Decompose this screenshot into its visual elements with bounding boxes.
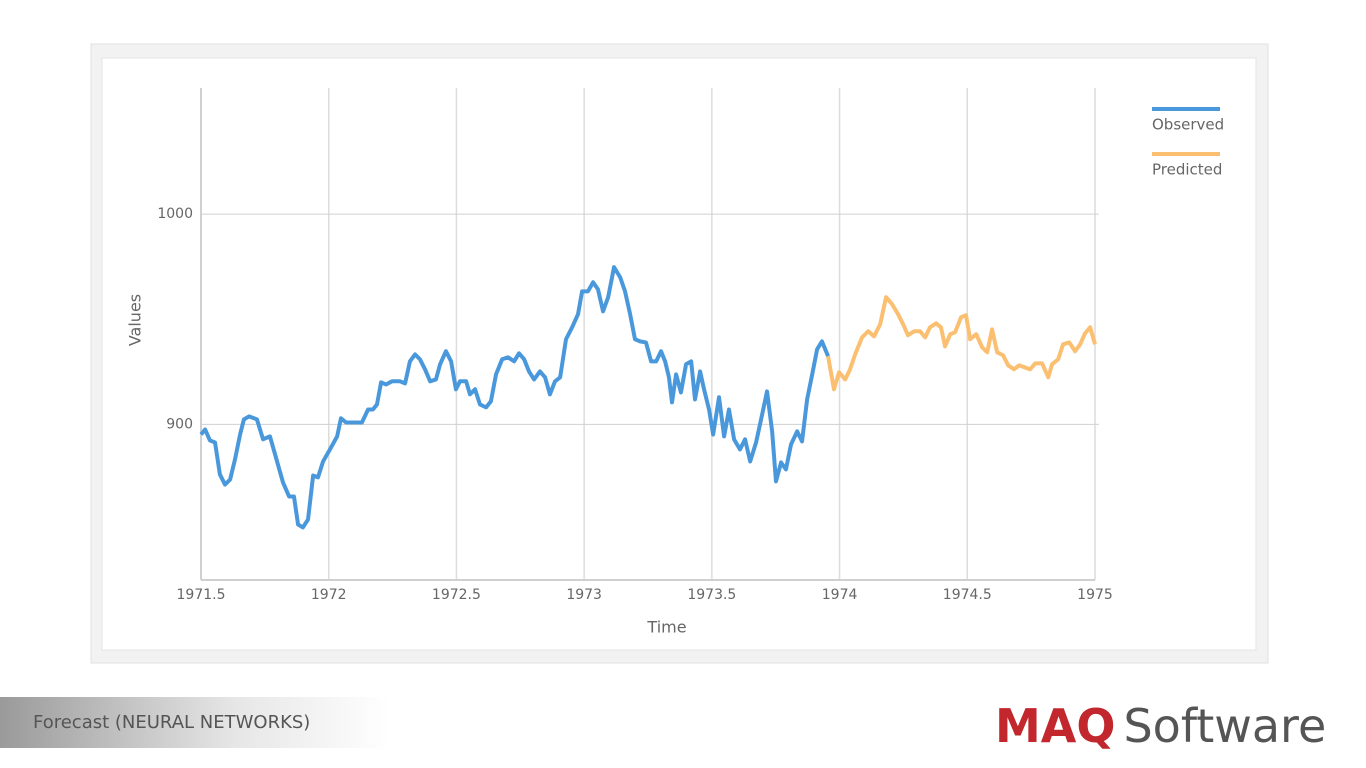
y-axis-label: Values bbox=[126, 294, 145, 346]
legend-label: Observed bbox=[1152, 116, 1224, 134]
x-tick-label: 1973.5 bbox=[687, 587, 736, 603]
legend-label: Predicted bbox=[1152, 161, 1222, 179]
footer-band bbox=[0, 697, 390, 748]
plot: 1971.5 1972 1972.5 1973 1973.5 1974 1974.5 1975… bbox=[157, 88, 1224, 603]
y-tick-label: 1000 bbox=[157, 206, 193, 222]
brand-logo: MAQ Software bbox=[995, 699, 1326, 753]
x-tick-label: 1974.5 bbox=[943, 587, 992, 603]
chart-panel bbox=[101, 57, 1257, 651]
x-tick-label: 1971.5 bbox=[177, 587, 226, 603]
footer-caption: Forecast (NEURAL NETWORKS) bbox=[33, 712, 310, 733]
series-line bbox=[826, 295, 1097, 392]
x-tick-label: 1972.5 bbox=[432, 587, 481, 603]
series-line bbox=[199, 265, 830, 530]
brand-mark: MAQ bbox=[995, 699, 1115, 753]
x-tick-label: 1972 bbox=[311, 587, 347, 603]
x-axis-label: Time bbox=[646, 618, 686, 637]
x-tick-label: 1973 bbox=[566, 587, 602, 603]
x-tick-label: 1974 bbox=[822, 587, 858, 603]
y-tick-label: 900 bbox=[166, 416, 193, 432]
brand-name: Software bbox=[1123, 699, 1326, 753]
x-tick-label: 1975 bbox=[1077, 587, 1113, 603]
